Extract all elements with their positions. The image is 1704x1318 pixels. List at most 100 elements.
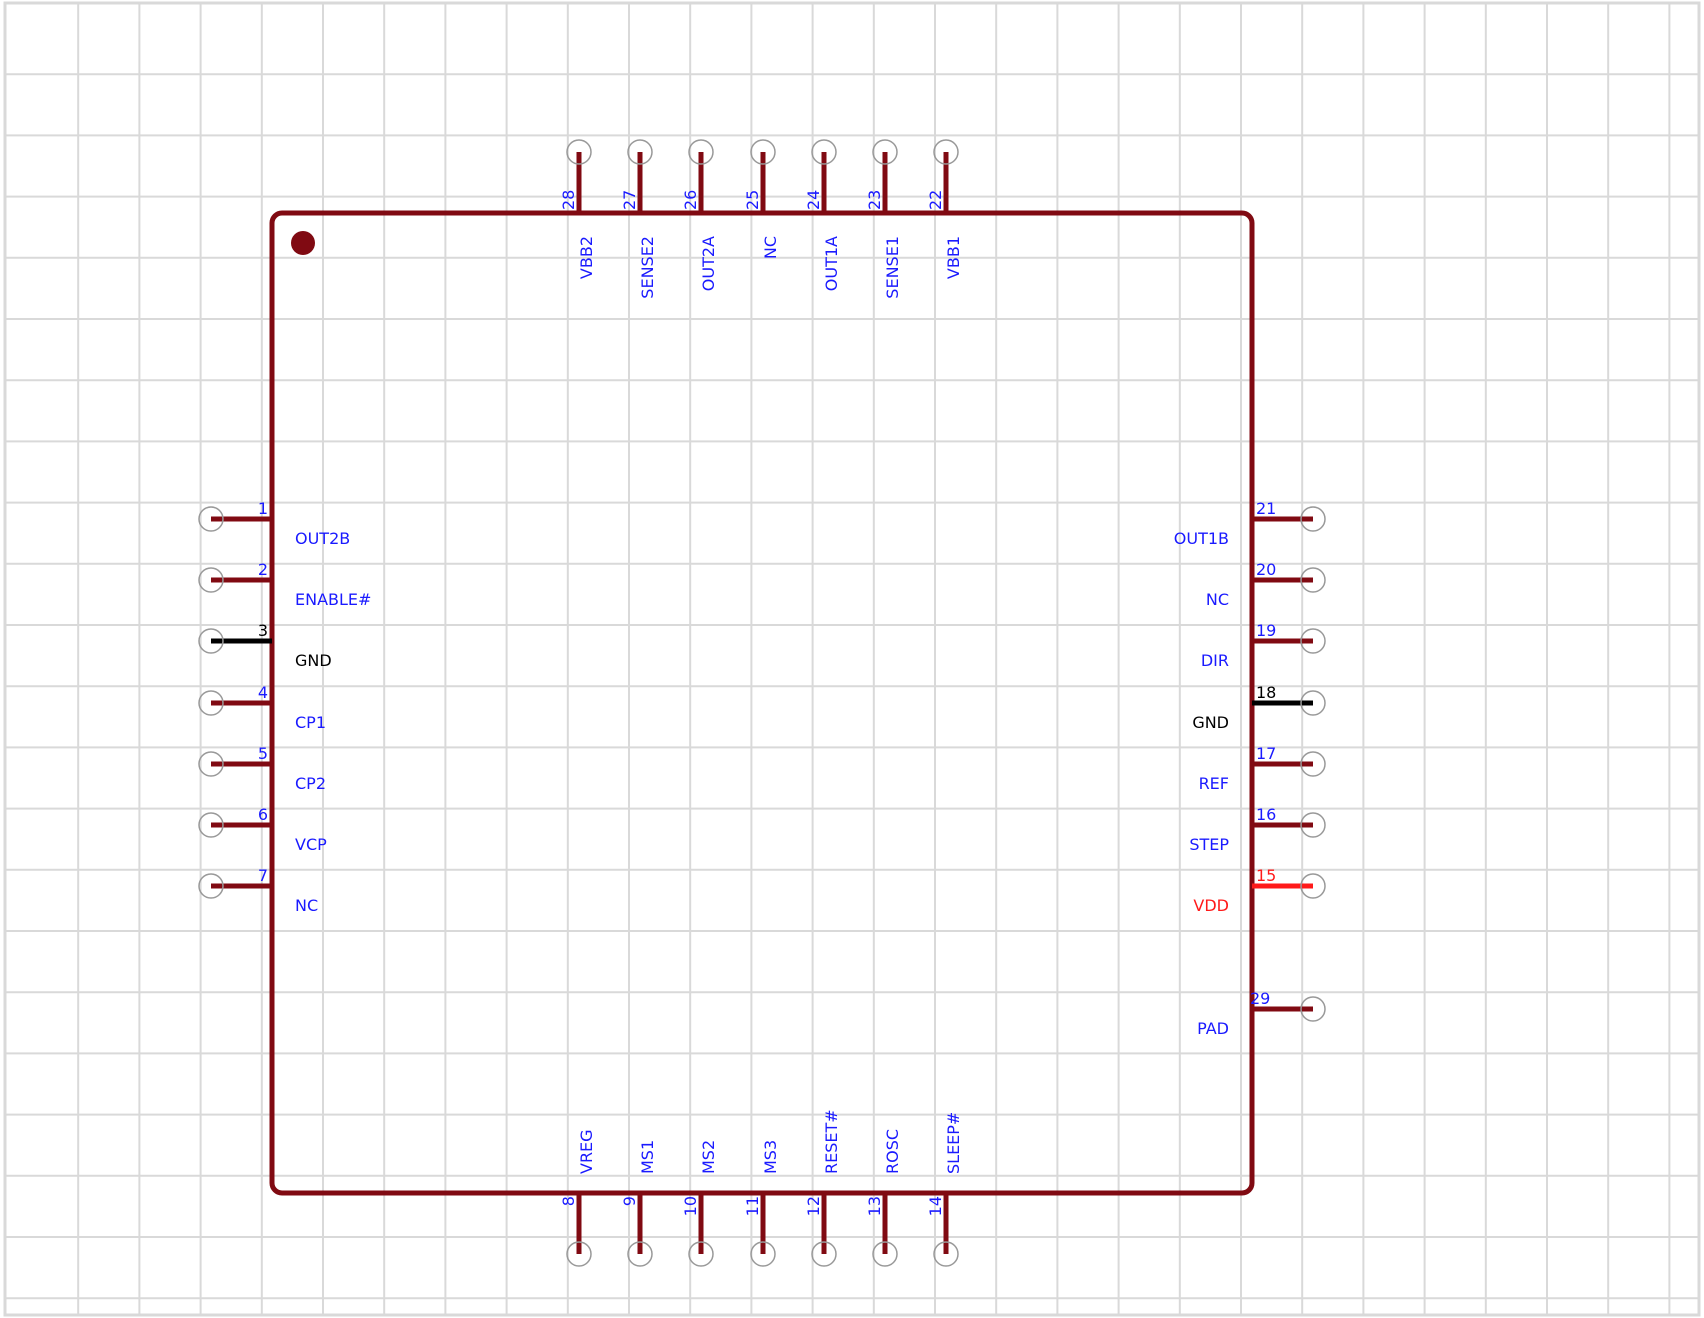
pin-number: 8	[559, 1196, 578, 1206]
pin-connector[interactable]	[198, 506, 224, 532]
pin-connector[interactable]	[198, 628, 224, 654]
pin-connector[interactable]	[933, 1241, 959, 1267]
pin-name: REF	[1199, 774, 1229, 793]
pin-18[interactable]: 18 GND	[1192, 683, 1326, 732]
pin-connector[interactable]	[1300, 812, 1326, 838]
pin-19[interactable]: 19 DIR	[1201, 621, 1326, 670]
pin-number: 17	[1256, 744, 1276, 763]
pin-connector[interactable]	[1300, 506, 1326, 532]
pin-name: VREG	[577, 1129, 596, 1174]
pin-number: 3	[258, 621, 268, 640]
pin-name: NC	[1206, 590, 1229, 609]
pin-9[interactable]: 9 MS1	[620, 1140, 657, 1267]
pin-29[interactable]: 29 PAD	[1197, 989, 1326, 1038]
pin-connector[interactable]	[688, 1241, 714, 1267]
pin-name: VBB1	[944, 236, 963, 279]
pin-number: 11	[743, 1196, 762, 1216]
pin-number: 22	[926, 190, 945, 210]
pin-name: RESET#	[822, 1109, 841, 1174]
pin-24[interactable]: 24 OUT1A	[804, 139, 841, 291]
pin1-marker	[291, 231, 315, 255]
component-body[interactable]	[269, 210, 1255, 1196]
pin-connector[interactable]	[933, 139, 959, 165]
pin-6[interactable]: 6 VCP	[198, 805, 327, 854]
pin-number: 27	[620, 190, 639, 210]
pin-number: 26	[681, 190, 700, 210]
pin-name: NC	[761, 236, 780, 259]
pin-connector[interactable]	[198, 567, 224, 593]
pin-17[interactable]: 17 REF	[1199, 744, 1326, 793]
pin-connector[interactable]	[1300, 873, 1326, 899]
pin-4[interactable]: 4 CP1	[198, 683, 326, 732]
pin-connector[interactable]	[1300, 690, 1326, 716]
pin-14[interactable]: 14 SLEEP#	[926, 1112, 963, 1267]
pin-28[interactable]: 28 VBB2	[559, 139, 596, 279]
pin-connector[interactable]	[566, 1241, 592, 1267]
pin-connector[interactable]	[198, 812, 224, 838]
pin-connector[interactable]	[811, 139, 837, 165]
pin-15[interactable]: 15 VDD	[1193, 866, 1326, 915]
pin-connector[interactable]	[627, 139, 653, 165]
pin-number: 16	[1256, 805, 1276, 824]
pin-connector[interactable]	[198, 751, 224, 777]
pin-number: 1	[258, 499, 268, 518]
pin-20[interactable]: 20 NC	[1206, 560, 1326, 609]
pin-connector[interactable]	[566, 139, 592, 165]
pin-11[interactable]: 11 MS3	[743, 1140, 780, 1267]
pin-number: 23	[865, 190, 884, 210]
pin-number: 9	[620, 1196, 639, 1206]
pin-13[interactable]: 13 ROSC	[865, 1129, 902, 1267]
pin-number: 21	[1256, 499, 1276, 518]
pin-7[interactable]: 7 NC	[198, 866, 318, 915]
pin-connector[interactable]	[1300, 751, 1326, 777]
pin-2[interactable]: 2 ENABLE#	[198, 560, 371, 609]
pin-number: 14	[926, 1196, 945, 1216]
pin-8[interactable]: 8 VREG	[559, 1129, 596, 1267]
pin-connector[interactable]	[872, 1241, 898, 1267]
pin-name: GND	[295, 651, 332, 670]
pin-name: STEP	[1189, 835, 1229, 854]
pin-connector[interactable]	[1300, 628, 1326, 654]
pin-26[interactable]: 26 OUT2A	[681, 139, 718, 291]
pin-27[interactable]: 27 SENSE2	[620, 139, 657, 299]
pin-21[interactable]: 21 OUT1B	[1174, 499, 1326, 548]
pin-number: 29	[1250, 989, 1270, 1008]
pin-name: OUT2A	[699, 236, 718, 291]
pin-1[interactable]: 1 OUT2B	[198, 499, 350, 548]
pin-name: PAD	[1197, 1019, 1229, 1038]
pin-connector[interactable]	[198, 873, 224, 899]
pin-name: VDD	[1193, 896, 1229, 915]
pin-25[interactable]: 25 NC	[743, 139, 780, 259]
pin-12[interactable]: 12 RESET#	[804, 1109, 841, 1267]
pin-connector[interactable]	[811, 1241, 837, 1267]
pin-number: 18	[1256, 683, 1276, 702]
pin-number: 24	[804, 190, 823, 210]
pin-connector[interactable]	[688, 139, 714, 165]
pin-connector[interactable]	[1300, 996, 1326, 1022]
pin-10[interactable]: 10 MS2	[681, 1140, 718, 1267]
pin-name: CP2	[295, 774, 326, 793]
pin-16[interactable]: 16 STEP	[1189, 805, 1326, 854]
pin-name: OUT1A	[822, 236, 841, 291]
pin-connector[interactable]	[872, 139, 898, 165]
pin-connector[interactable]	[1300, 567, 1326, 593]
pin-connector[interactable]	[750, 1241, 776, 1267]
pin-name: MS3	[761, 1140, 780, 1174]
pin-connector[interactable]	[198, 690, 224, 716]
pin-23[interactable]: 23 SENSE1	[865, 139, 902, 299]
pin-22[interactable]: 22 VBB1	[926, 139, 963, 279]
grid-border	[3, 1, 1701, 1317]
pin-number: 7	[258, 866, 268, 885]
pin-number: 6	[258, 805, 268, 824]
pin-connector[interactable]	[627, 1241, 653, 1267]
pin-5[interactable]: 5 CP2	[198, 744, 326, 793]
pin-number: 5	[258, 744, 268, 763]
pin-name: NC	[295, 896, 318, 915]
pin-name: ENABLE#	[295, 590, 371, 609]
pin-name: MS2	[699, 1140, 718, 1174]
pin-number: 10	[681, 1196, 700, 1216]
pin-connector[interactable]	[750, 139, 776, 165]
pin-3[interactable]: 3 GND	[198, 621, 332, 670]
pin-name: GND	[1192, 713, 1229, 732]
